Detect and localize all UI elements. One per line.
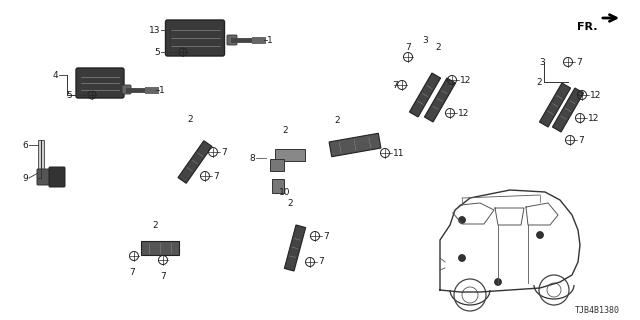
Text: 2: 2 (187, 115, 193, 124)
FancyBboxPatch shape (38, 140, 44, 170)
Text: 7: 7 (213, 172, 219, 180)
Polygon shape (284, 225, 306, 271)
Text: 11: 11 (393, 148, 404, 157)
FancyBboxPatch shape (76, 68, 124, 98)
Text: 12: 12 (460, 76, 472, 84)
Text: 12: 12 (458, 108, 469, 117)
Text: 2: 2 (435, 43, 441, 52)
Circle shape (536, 231, 543, 238)
Text: 8: 8 (249, 154, 255, 163)
Text: 1: 1 (159, 85, 164, 94)
Polygon shape (329, 133, 381, 157)
Text: 7: 7 (392, 81, 398, 90)
FancyBboxPatch shape (49, 167, 65, 187)
Text: 12: 12 (590, 91, 602, 100)
FancyBboxPatch shape (227, 35, 237, 45)
Text: 7: 7 (129, 268, 135, 277)
Text: 2: 2 (287, 199, 293, 208)
Polygon shape (540, 83, 571, 127)
Polygon shape (275, 149, 305, 161)
Text: 10: 10 (279, 188, 291, 197)
Polygon shape (410, 73, 440, 117)
Text: 1: 1 (267, 36, 273, 44)
Text: 5: 5 (67, 91, 72, 100)
Text: 13: 13 (148, 26, 160, 35)
Text: 5: 5 (154, 47, 160, 57)
Text: 4: 4 (52, 70, 58, 79)
Text: 7: 7 (578, 135, 584, 145)
Text: 6: 6 (22, 140, 28, 149)
Text: 2: 2 (536, 77, 542, 86)
Polygon shape (424, 78, 456, 122)
Text: 12: 12 (588, 114, 600, 123)
Text: 2: 2 (152, 221, 158, 230)
Text: 7: 7 (323, 231, 329, 241)
Text: 2: 2 (334, 116, 340, 125)
Polygon shape (178, 141, 212, 183)
Text: 7: 7 (221, 148, 227, 156)
FancyBboxPatch shape (166, 20, 225, 56)
Text: 3: 3 (422, 36, 428, 44)
Text: FR.: FR. (577, 22, 597, 32)
Polygon shape (270, 159, 284, 171)
Circle shape (458, 217, 465, 223)
Text: 7: 7 (318, 258, 324, 267)
Text: 7: 7 (405, 43, 411, 52)
Text: 3: 3 (539, 58, 545, 67)
FancyBboxPatch shape (122, 85, 131, 94)
Circle shape (495, 278, 502, 285)
Text: 7: 7 (576, 58, 582, 67)
Polygon shape (141, 241, 179, 255)
Text: 9: 9 (22, 173, 28, 182)
Polygon shape (552, 88, 584, 132)
Text: 7: 7 (160, 272, 166, 281)
FancyBboxPatch shape (37, 169, 61, 185)
Polygon shape (272, 179, 284, 193)
Circle shape (458, 254, 465, 261)
Text: 2: 2 (282, 126, 288, 135)
Text: TJB4B1380: TJB4B1380 (575, 306, 620, 315)
